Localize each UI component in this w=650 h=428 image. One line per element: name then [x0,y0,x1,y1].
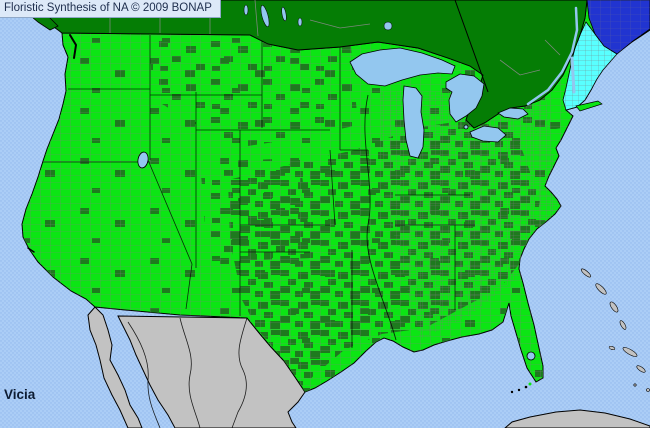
map-title: Floristic Synthesis of NA © 2009 BONAP [4,2,212,14]
sf-bay [27,247,35,253]
coastal-details [27,34,78,253]
lake-champlain [570,56,576,94]
county-grid [22,0,650,392]
baja-peninsula [87,306,143,428]
puget-sound [69,34,78,59]
lake-ontario [497,107,529,120]
usa-region [21,0,650,393]
cuba-island [504,409,650,428]
map-title-bar: Floristic Synthesis of NA © 2009 BONAP [0,0,221,18]
lake-michigan [402,85,425,159]
canadian-lakes [243,4,393,31]
mexico-region [87,306,650,428]
lake-st-clair [463,124,469,130]
bahamas-islands [580,268,650,392]
great-lakes [137,47,536,361]
cyan-county-grid [563,22,617,110]
species-label: Vicia [4,387,36,402]
mexico-state-borders [127,317,248,428]
ontario-quebec-border [454,0,489,93]
st-lawrence-river [526,6,579,106]
lake-okeechobee [526,351,536,361]
lake-huron [445,73,485,123]
long-island [575,100,603,112]
lake-erie [469,125,507,143]
florida-keys [510,382,532,394]
great-salt-lake [137,151,149,169]
lake-superior [349,47,456,87]
state-borders [42,35,475,348]
blue-county-grid [587,0,650,54]
